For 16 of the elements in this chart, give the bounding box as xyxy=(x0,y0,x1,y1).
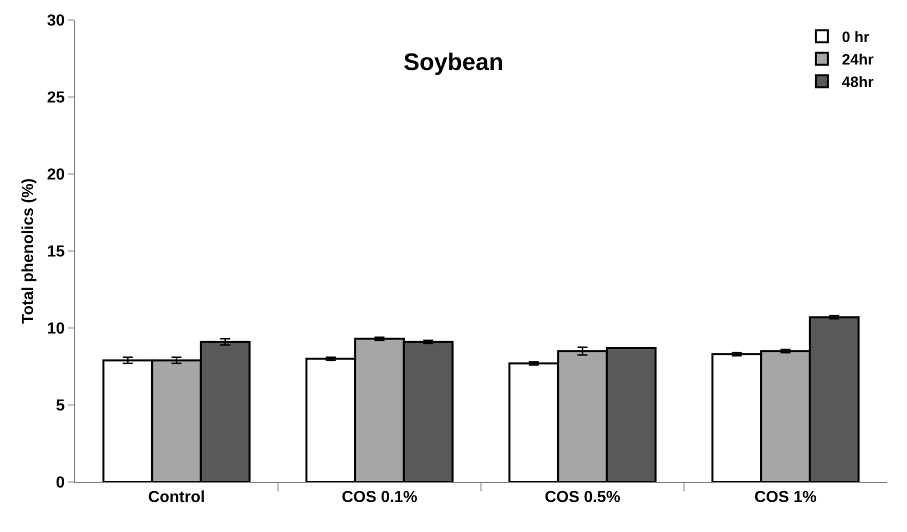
legend-label: 24hr xyxy=(842,52,874,69)
x-tick-label: COS 0.5% xyxy=(544,489,620,506)
y-tick-label: 25 xyxy=(47,90,65,107)
y-tick-label: 20 xyxy=(47,166,65,184)
legend-label: 48hr xyxy=(842,74,874,92)
y-tick-label: 30 xyxy=(47,12,65,30)
y-tick-label: 15 xyxy=(47,244,65,261)
y-axis-title: Total phenolics (%) xyxy=(20,178,37,324)
x-tick-label: Control xyxy=(148,489,205,506)
x-tick-label: COS 1% xyxy=(754,489,817,506)
y-tick-label: 10 xyxy=(47,320,65,338)
y-tick-label: 0 xyxy=(56,474,65,492)
x-tick-label: COS 0.1% xyxy=(342,489,418,506)
legend-label: 0 hr xyxy=(842,29,870,46)
text: Soybean xyxy=(403,49,504,76)
y-tick-label: 5 xyxy=(56,398,65,415)
